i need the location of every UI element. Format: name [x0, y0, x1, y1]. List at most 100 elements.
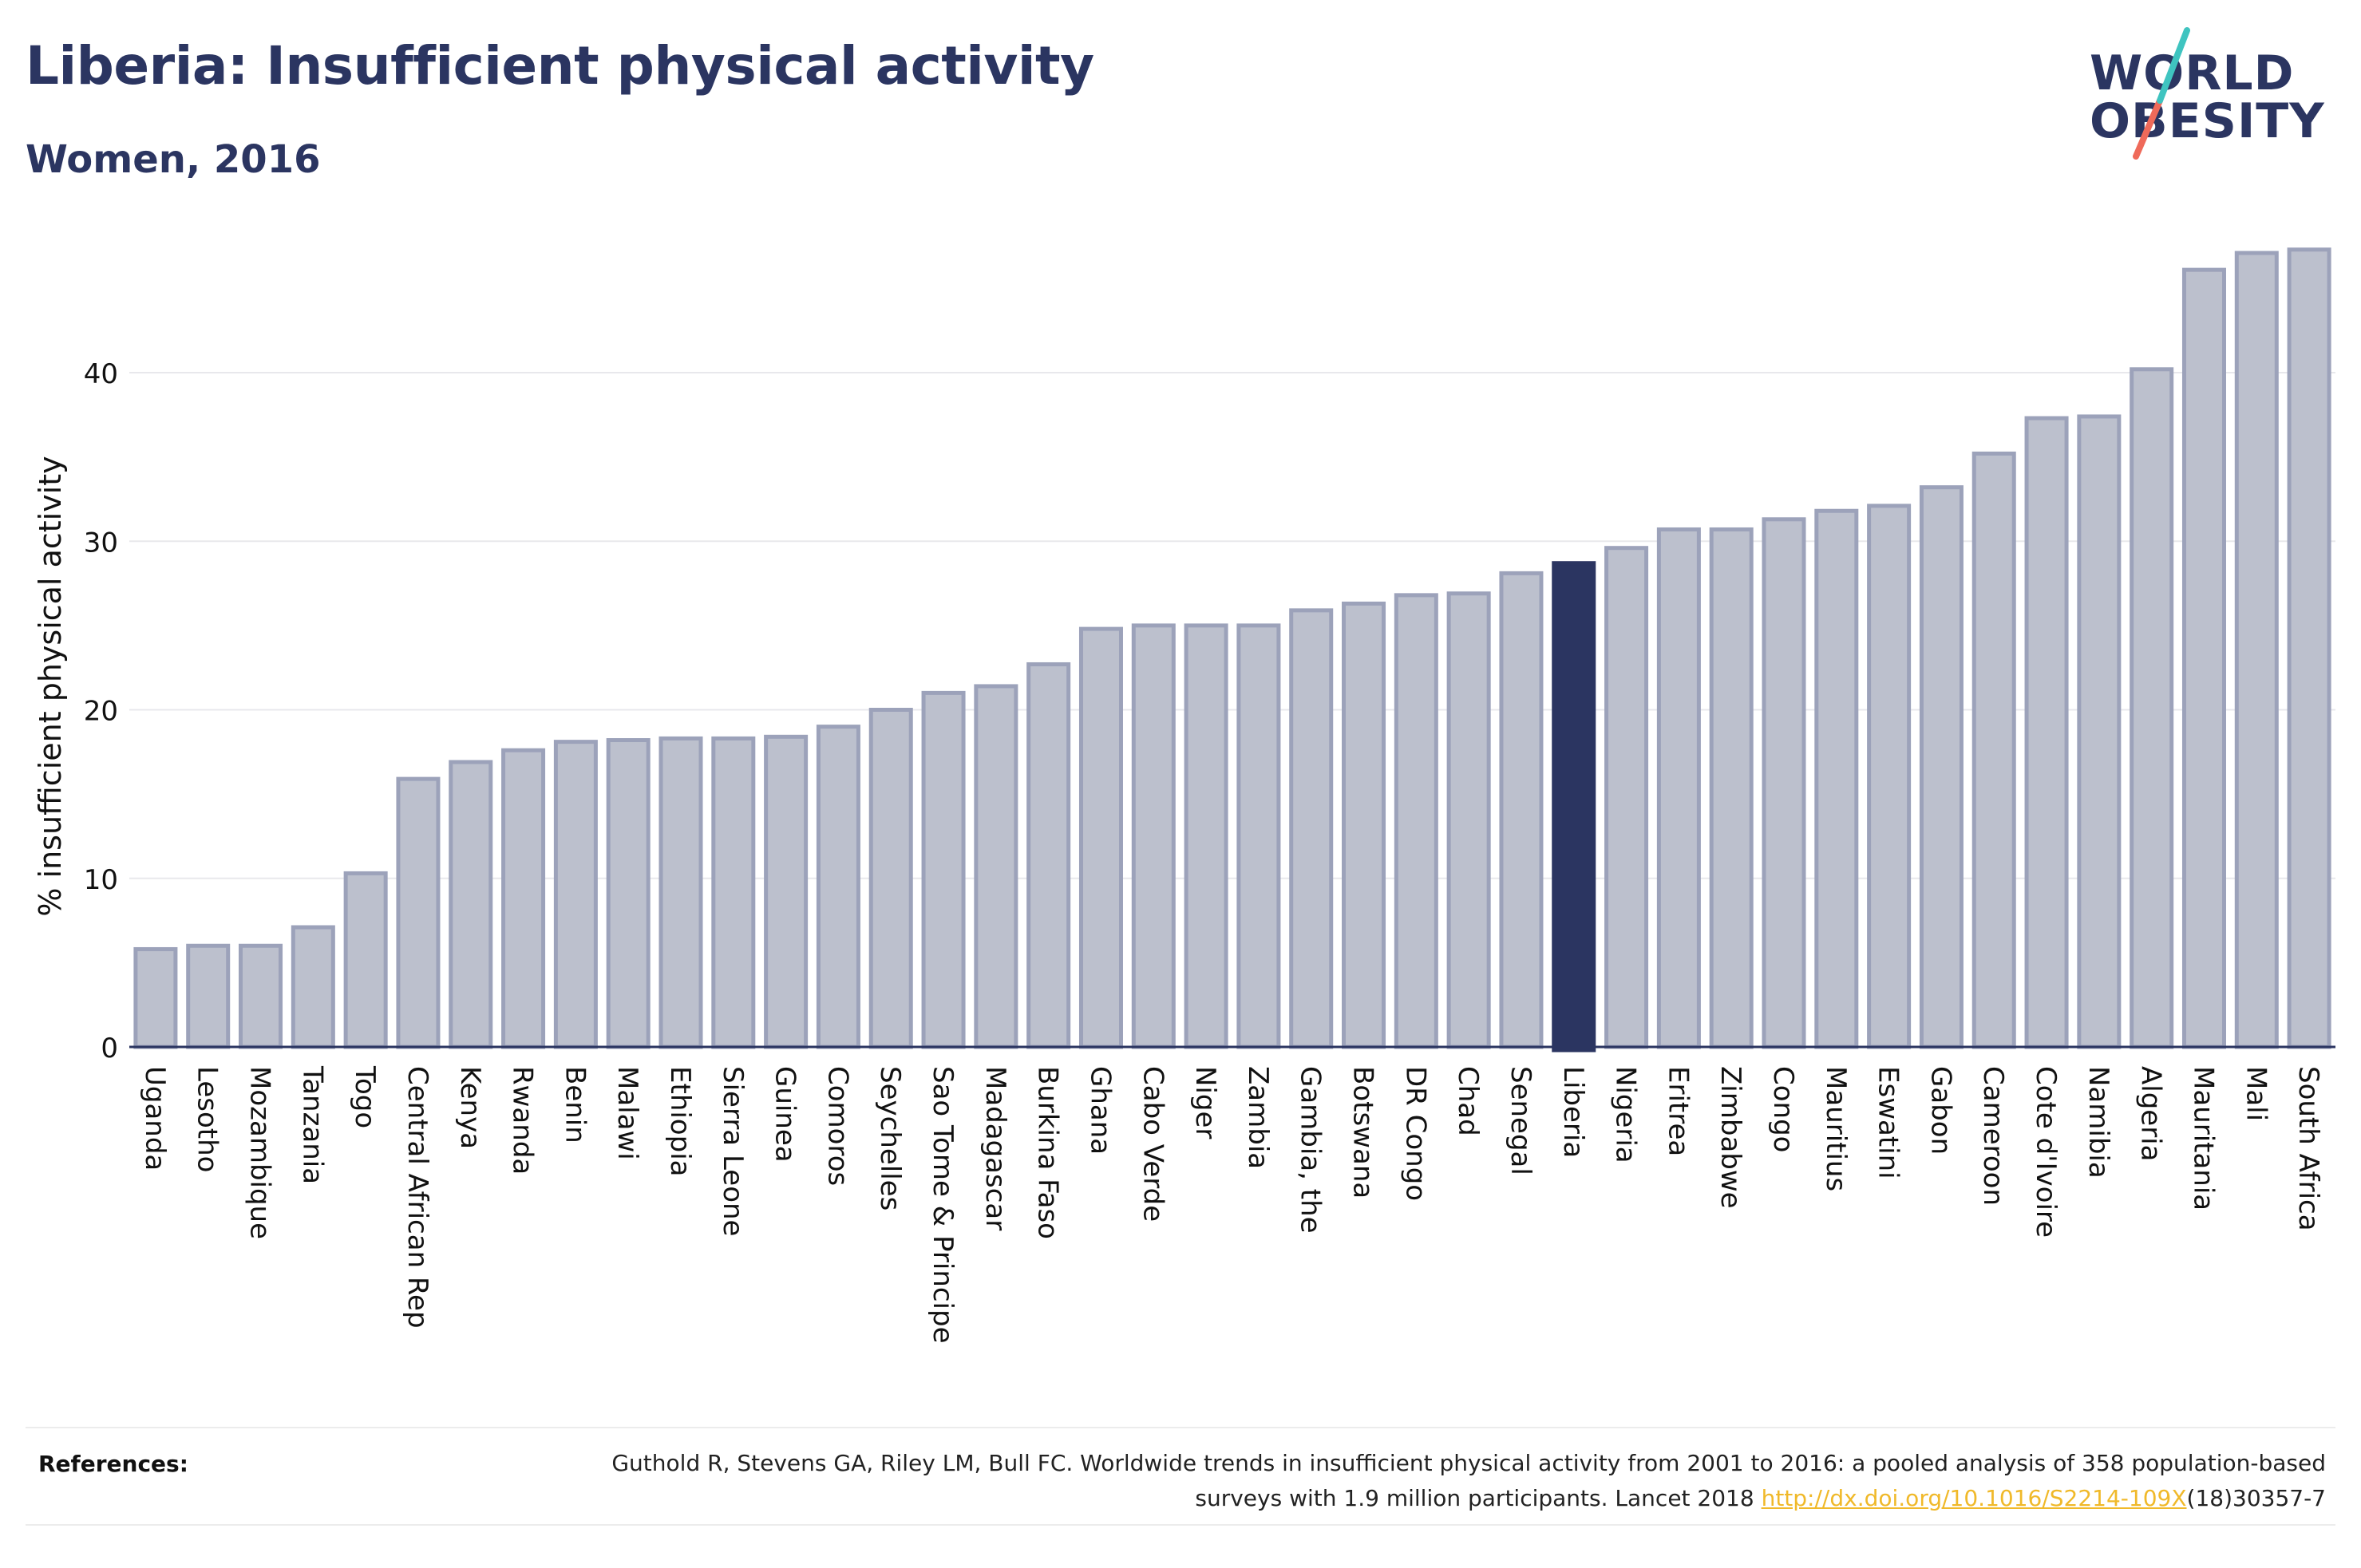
bar: [1604, 546, 1649, 1049]
x-tick-label: Guinea: [769, 1066, 801, 1163]
bar: [1656, 527, 1701, 1049]
references-top-rule: [26, 1427, 2335, 1428]
x-tick-label: Algeria: [2135, 1066, 2167, 1161]
logo-slash-coral: [2133, 97, 2163, 160]
x-tick-label: South Africa: [2292, 1066, 2324, 1231]
x-tick-label: Niger: [1189, 1066, 1221, 1139]
world-obesity-logo: WORLD OBESITY: [2083, 22, 2347, 166]
bar: [974, 684, 1018, 1049]
x-tick-label: Lesotho: [192, 1066, 223, 1172]
bar: [133, 946, 178, 1049]
bar: [291, 925, 335, 1049]
x-tick-label: DR Congo: [1399, 1066, 1431, 1201]
x-tick-label: Cote d'Ivoire: [2030, 1066, 2062, 1238]
chart-subtitle: Women, 2016: [26, 137, 321, 182]
x-tick-label: Gambia, the: [1295, 1066, 1327, 1234]
x-tick-label: Rwanda: [507, 1066, 539, 1175]
x-tick-label: Seychelles: [874, 1066, 906, 1211]
x-tick-labels: Uganda Lesotho Mozambique Tanzania Togo Centr…: [139, 1065, 2324, 1344]
references-doi-link[interactable]: http://dx.doi.org/10.1016/S2214-109X: [1761, 1485, 2187, 1511]
bar: [1342, 601, 1386, 1049]
y-tick-label: 30: [84, 527, 118, 559]
bar: [1814, 508, 1859, 1049]
x-tick-label: Ghana: [1084, 1066, 1116, 1155]
y-tick-label: 10: [84, 864, 118, 896]
bar: [2130, 367, 2174, 1049]
references-label: References:: [38, 1451, 188, 1477]
x-tick-label: Nigeria: [1610, 1066, 1642, 1163]
bar: [1971, 451, 2016, 1049]
bar: [816, 725, 860, 1049]
x-tick-label: Congo: [1767, 1066, 1799, 1152]
references-citation: Guthold R, Stevens GA, Riley LM, Bull FC…: [611, 1450, 2326, 1511]
bar: [1919, 485, 1964, 1049]
bar: [1867, 504, 1912, 1049]
x-tick-label: Mauritius: [1820, 1066, 1852, 1191]
references-text: Guthold R, Stevens GA, Riley LM, Bull FC…: [530, 1446, 2326, 1516]
x-tick-label: Namibia: [2082, 1066, 2114, 1179]
bar: [396, 776, 441, 1049]
x-tick-label: Gabon: [1924, 1066, 1956, 1155]
y-tick-label: 0: [101, 1033, 118, 1064]
bar: [1709, 527, 1754, 1049]
x-tick-label: Chad: [1452, 1066, 1484, 1136]
logo-word-obesity: OBESITY: [2090, 93, 2325, 149]
bar: [606, 738, 651, 1049]
bar: [1762, 517, 1806, 1049]
x-tick-label: Zimbabwe: [1714, 1066, 1746, 1209]
x-tick-label: Eritrea: [1662, 1066, 1694, 1156]
x-tick-label: Botswana: [1347, 1066, 1379, 1199]
bar: [1131, 623, 1176, 1049]
bar: [1499, 571, 1544, 1049]
x-tick-label: Comoros: [821, 1066, 853, 1186]
x-tick-label: Central African Rep: [401, 1066, 433, 1329]
x-tick-label: Cameroon: [1977, 1066, 2009, 1206]
bar: [658, 736, 703, 1049]
x-tick-label: Tanzania: [296, 1065, 328, 1184]
bar: [501, 748, 546, 1049]
logo-slash-icon: [2133, 27, 2190, 160]
bar-chart: 0 10 20 30 40 Uganda Lesotho Mozambique Tanzani…: [33, 247, 2335, 1344]
x-tick-label: Ethiopia: [664, 1066, 696, 1176]
chart-title: Liberia: Insufficient physical activity: [26, 35, 1094, 97]
x-tick-label: Mali: [2240, 1066, 2272, 1121]
x-tick-label: Mozambique: [244, 1066, 276, 1239]
bars: [133, 247, 2331, 1053]
logo-word-world: WORLD: [2090, 45, 2295, 101]
bar-highlight: [1552, 561, 1596, 1053]
bar: [2024, 416, 2069, 1049]
x-tick-label: Sao Tome & Principe: [927, 1066, 959, 1344]
bar: [1026, 662, 1071, 1049]
bar: [1289, 608, 1334, 1049]
bar: [1184, 623, 1228, 1049]
bar: [449, 760, 493, 1049]
bar: [186, 943, 231, 1049]
x-tick-label: Benin: [559, 1066, 591, 1143]
x-tick-label: Eswatini: [1873, 1066, 1904, 1179]
bar: [1236, 623, 1281, 1049]
x-tick-label: Uganda: [139, 1066, 171, 1171]
x-tick-label: Malawi: [611, 1066, 643, 1160]
bar: [343, 871, 388, 1049]
x-tick-label: Togo: [349, 1065, 381, 1128]
y-tick-label: 40: [84, 358, 118, 390]
bar: [921, 690, 966, 1049]
bar: [2077, 414, 2122, 1049]
bar: [1394, 593, 1438, 1049]
y-axis-label: % insufficient physical activity: [33, 456, 68, 916]
logo-slash-teal: [2157, 27, 2190, 104]
bar: [1078, 626, 1123, 1049]
x-tick-label: Mauritania: [2187, 1066, 2219, 1211]
x-tick-label: Zambia: [1242, 1066, 1274, 1169]
references-citation-end: (18)30357-7: [2186, 1485, 2326, 1511]
y-tick-labels: 0 10 20 30 40: [84, 358, 118, 1064]
bar: [868, 708, 913, 1049]
bar: [239, 943, 283, 1049]
bar: [1446, 591, 1491, 1049]
x-tick-label: Sierra Leone: [717, 1066, 749, 1236]
references-bottom-rule: [26, 1524, 2335, 1526]
x-tick-label: Kenya: [454, 1066, 486, 1149]
x-tick-label: Senegal: [1505, 1066, 1536, 1175]
gridlines: [129, 372, 2335, 879]
x-tick-label: Burkina Faso: [1032, 1066, 1064, 1239]
